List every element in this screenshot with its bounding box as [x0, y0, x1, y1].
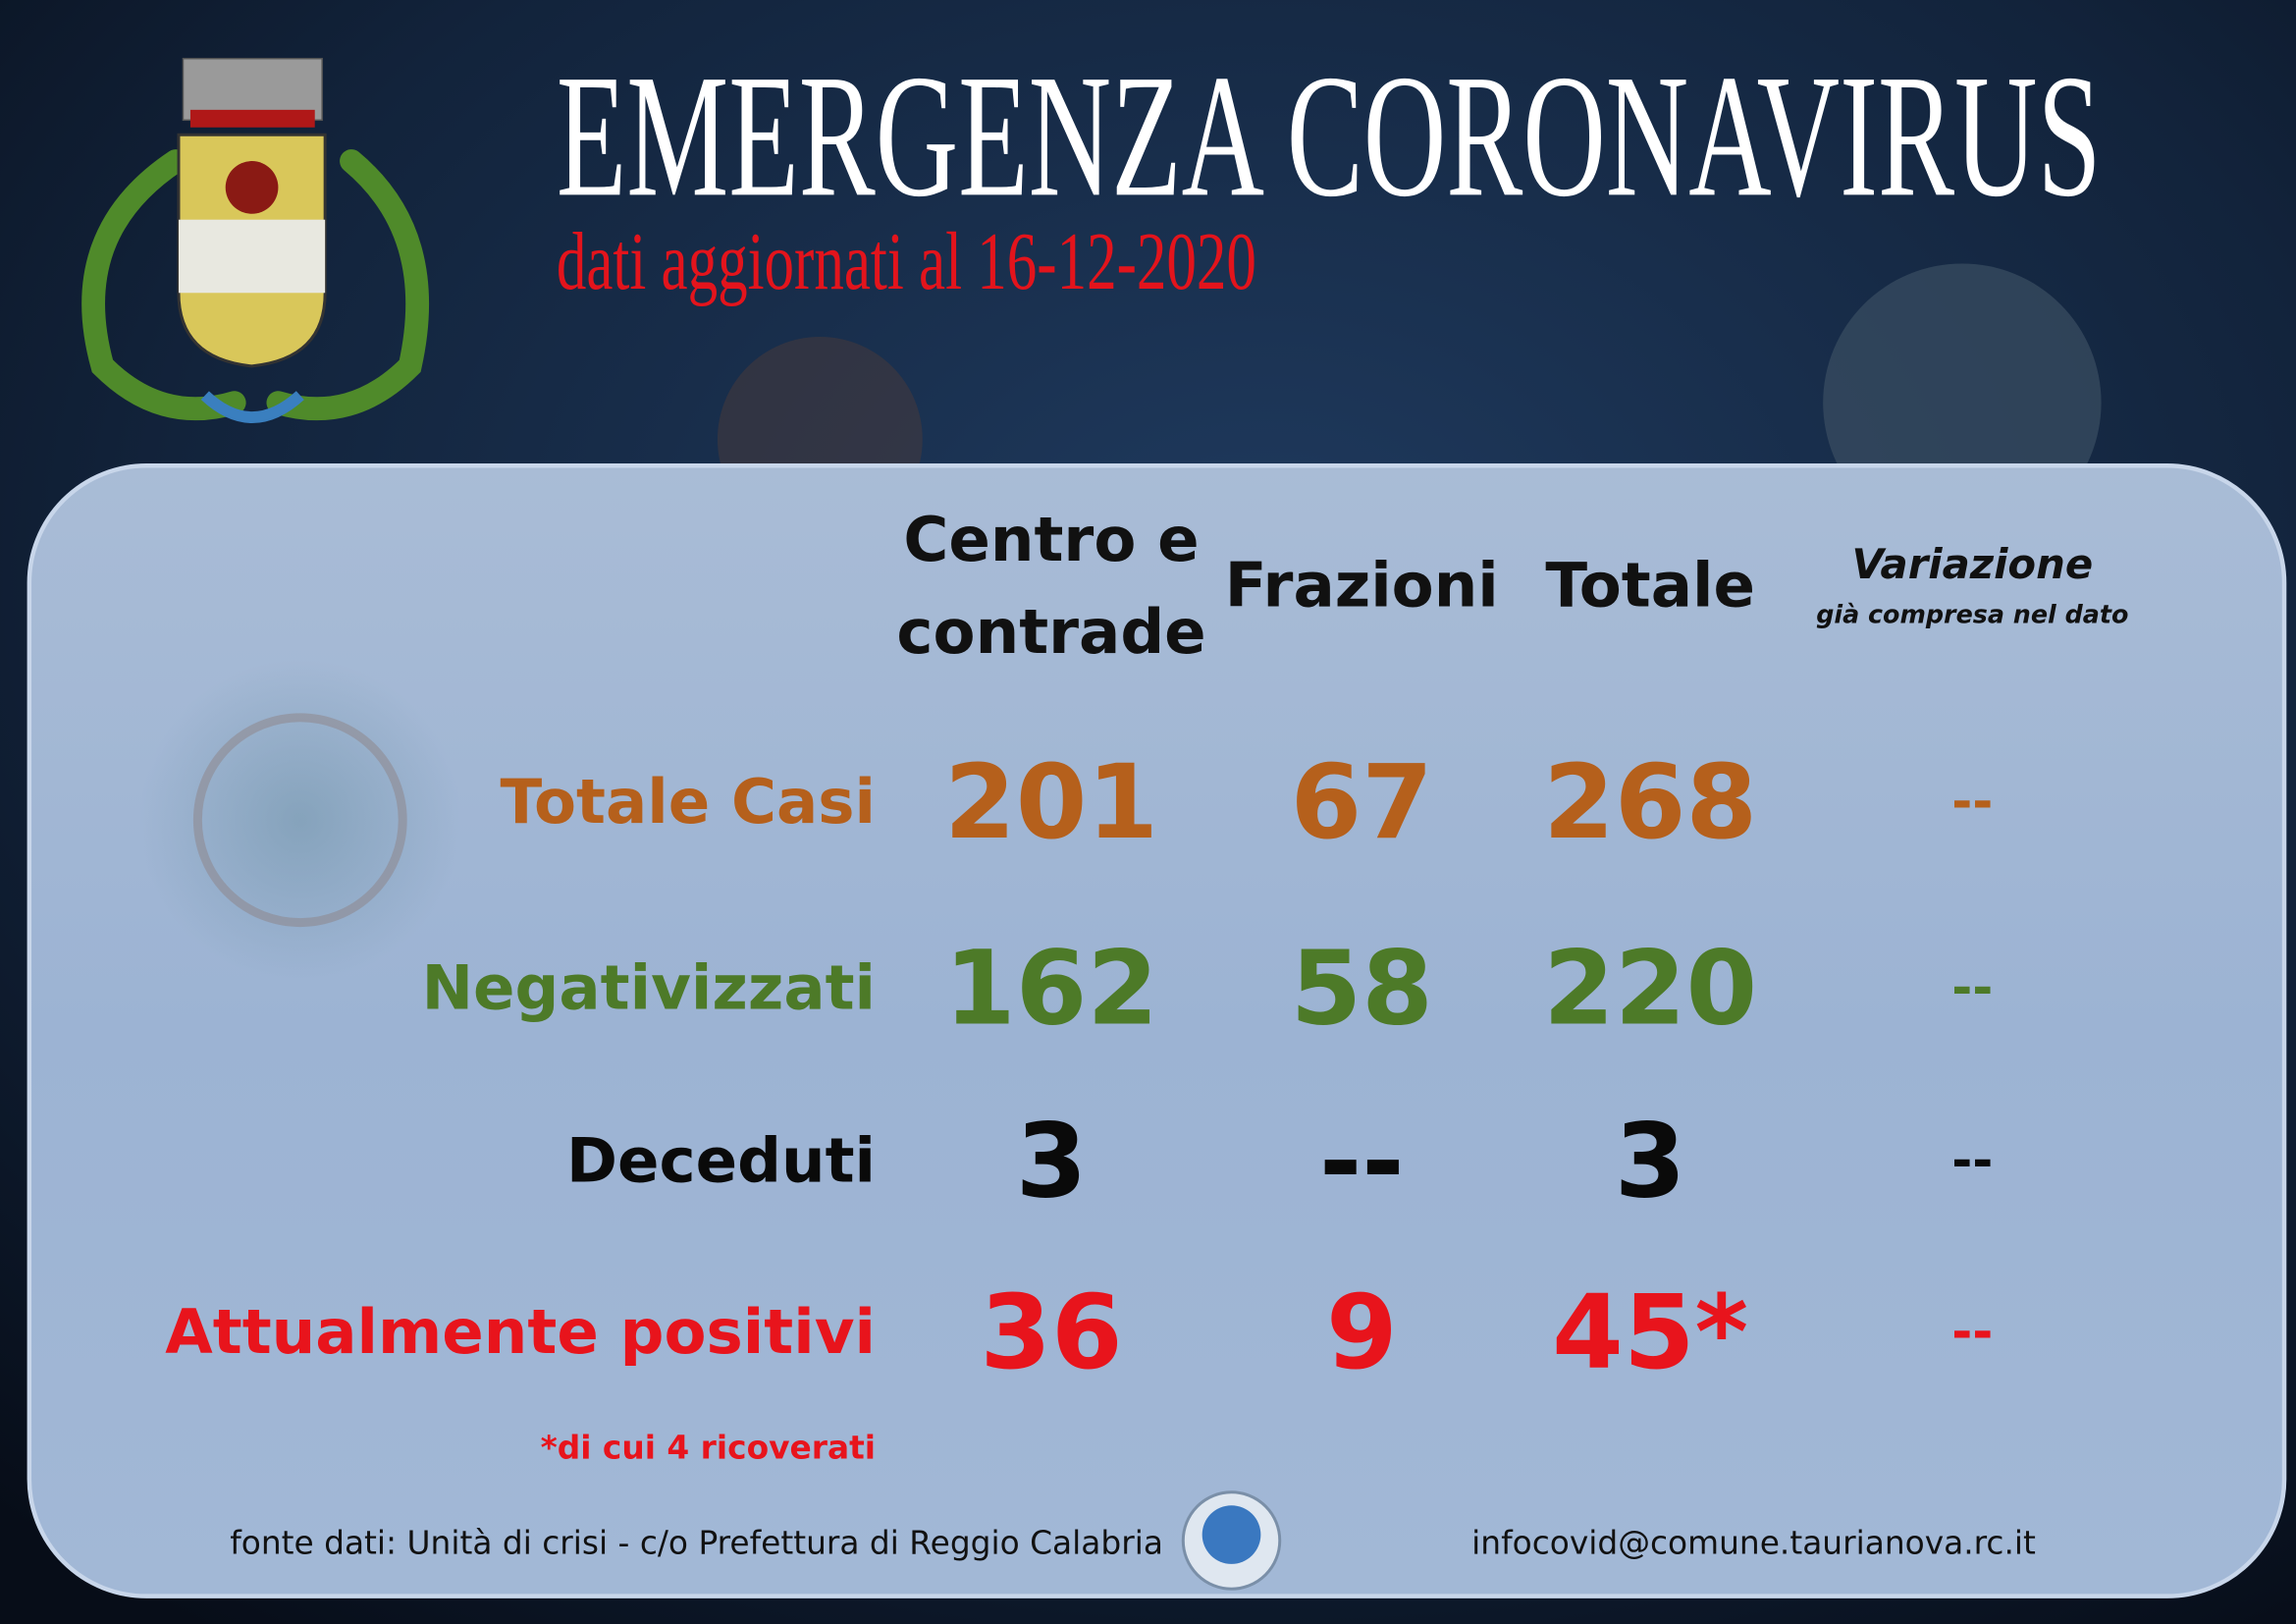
row-label: Deceduti	[566, 1124, 877, 1197]
cell: --	[1951, 1303, 1994, 1363]
cell: 36	[980, 1272, 1123, 1393]
cell: 58	[1290, 928, 1433, 1049]
cell: --	[1951, 958, 1994, 1018]
cell: 268	[1543, 742, 1758, 863]
column-note: già compresa nel dato	[1816, 601, 2129, 631]
cell: --	[1318, 1101, 1405, 1221]
cell: 3	[1614, 1101, 1686, 1221]
email: infocovid@comune.taurianova.rc.it	[1471, 1526, 2036, 1563]
cell: 45*	[1552, 1272, 1749, 1393]
virus-deco	[138, 659, 461, 982]
row-label: Totale Casi	[500, 766, 877, 839]
footnote: *di cui 4 ricoverati	[540, 1431, 877, 1468]
prefettura-emblem	[1201, 1505, 1261, 1564]
virus-deco	[192, 713, 407, 928]
column-header: Frazioni	[1224, 549, 1499, 622]
cell: 67	[1290, 742, 1433, 863]
subtitle: dati aggiornati al 16-12-2020	[557, 217, 1256, 307]
cell: 9	[1325, 1272, 1398, 1393]
cell: 3	[1015, 1101, 1088, 1221]
cell: 220	[1543, 928, 1758, 1049]
cell: --	[1951, 773, 1994, 833]
row-label: Attualmente positivi	[165, 1295, 877, 1368]
source: fonte dati: Unità di crisi - c/o Prefett…	[230, 1526, 1163, 1563]
logo	[81, 57, 430, 423]
title: EMERGENZA CORONAVIRUS	[557, 38, 2102, 233]
column-header: Centro e contrade	[896, 504, 1206, 669]
row-label: Negativizzati	[421, 951, 877, 1024]
cell: 201	[944, 742, 1159, 863]
column-header: Variazione	[1851, 540, 2094, 589]
cell: --	[1951, 1131, 1994, 1191]
column-header: Totale	[1545, 549, 1755, 622]
panel	[27, 463, 2287, 1598]
cell: 162	[944, 928, 1159, 1049]
